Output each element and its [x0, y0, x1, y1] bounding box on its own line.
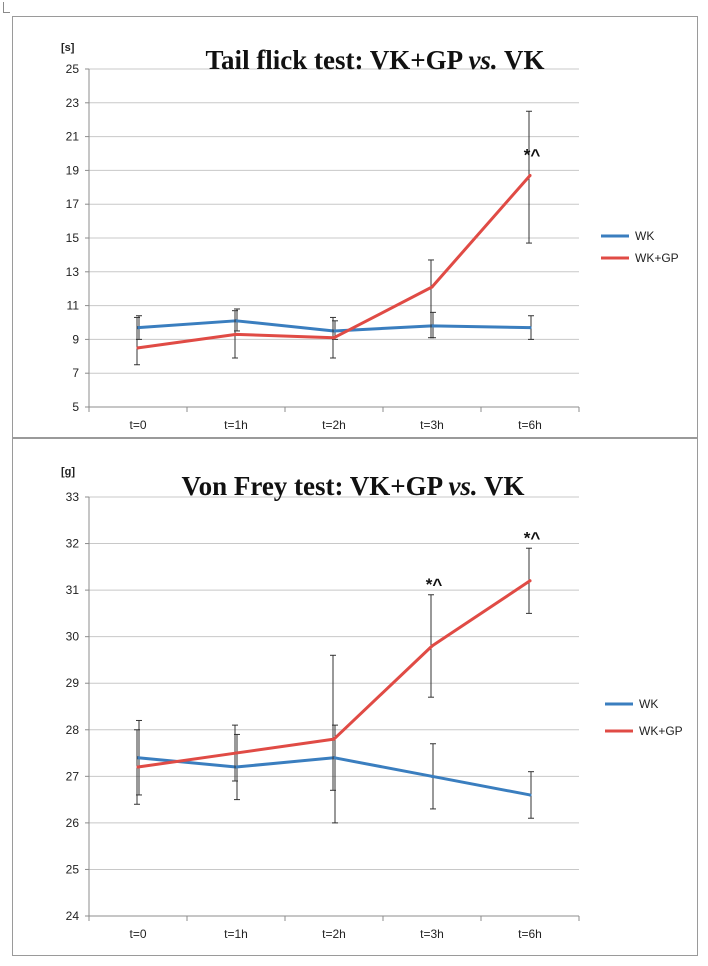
chart0-y-tick-label: 15 — [66, 231, 80, 245]
chart0-y-tick-label: 17 — [66, 197, 80, 211]
chart0-x-tick-label: t=6h — [518, 418, 542, 432]
chart1-y-tick-label: 27 — [66, 769, 80, 783]
chart1-significance-annotation: *^ — [426, 575, 443, 594]
chart1-series-wk-point — [430, 774, 434, 778]
chart0-series-wk-gp-legend-label: WK+GP — [635, 251, 679, 265]
chart1-y-tick-label: 30 — [66, 630, 80, 644]
chart0-chart-title-italic: vs. — [468, 45, 497, 75]
chart1-series-wk-gp-point — [332, 737, 336, 741]
corner-crop-mark — [3, 2, 10, 13]
chart1-chart-title-italic: vs. — [448, 471, 477, 501]
chart1-x-tick-label: t=3h — [420, 927, 444, 941]
chart1-x-tick-label: t=2h — [322, 927, 346, 941]
chart1-chart-title-end: VK — [478, 471, 525, 501]
chart0-x-tick-label: t=0 — [129, 418, 146, 432]
chart1-series-wk-point — [528, 793, 532, 797]
chart0-y-tick-label: 23 — [66, 96, 80, 110]
chart0-unit-label: [s] — [61, 42, 75, 54]
chart1-y-tick-label: 25 — [66, 862, 80, 876]
chart0-series-wk-legend-label: WK — [635, 229, 654, 243]
chart1-y-tick-label: 31 — [66, 583, 80, 597]
chart0-chart-title-part: Tail flick test: VK+GP — [206, 45, 469, 75]
chart1-y-tick-label: 32 — [66, 537, 80, 551]
chart0-series-wk-gp-point — [234, 332, 238, 336]
chart1-x-tick-label: t=0 — [129, 927, 146, 941]
chart1-significance-annotation: *^ — [524, 529, 541, 548]
chart0-series-wk-gp-point — [430, 285, 434, 289]
chart0-series-wk-gp-point — [136, 346, 140, 350]
chart1-series-wk-legend-label: WK — [639, 697, 658, 711]
chart0-y-tick-label: 5 — [72, 400, 79, 414]
chart0-y-tick-label: 25 — [66, 62, 80, 76]
chart1-chart-title-part: Von Frey test: VK+GP — [182, 471, 449, 501]
chart1-series-wk-gp-point — [136, 765, 140, 769]
chart0-significance-annotation: *^ — [524, 145, 541, 164]
chart1-y-tick-label: 24 — [66, 909, 80, 923]
chart0-y-tick-label: 7 — [72, 366, 79, 380]
chart0-series-wk-point — [528, 326, 532, 330]
chart1-series-wk-gp-point — [430, 644, 434, 648]
chart0-chart-title-end: VK — [498, 45, 545, 75]
chart1-series-wk-gp-legend-label: WK+GP — [639, 724, 683, 738]
chart0-y-tick-label: 9 — [72, 332, 79, 346]
chart0-y-tick-label: 11 — [67, 299, 80, 313]
chart1-x-tick-label: t=1h — [224, 927, 248, 941]
chart1-x-tick-label: t=6h — [518, 927, 542, 941]
chart1-y-tick-label: 29 — [66, 676, 80, 690]
chart1-series-wk-gp-point — [528, 579, 532, 583]
chart1-y-tick-label: 33 — [66, 490, 80, 504]
tail-flick-chart: 5 7 9 11 13 15 17 19 21 23 25 t=0 t=1h t=2h t=3h t=6h [s… — [61, 42, 679, 432]
chart1-unit-label: [g] — [61, 466, 75, 478]
chart0-y-tick-label: 21 — [66, 130, 80, 144]
tail-flick-chart-panel: 5 7 9 11 13 15 17 19 21 23 25 t=0 t=1h t=2h t=3h t=6h [s… — [12, 16, 698, 438]
chart0-x-tick-label: t=3h — [420, 418, 444, 432]
chart1-series-wk-gp-point — [234, 751, 238, 755]
chart1-chart-title: Von Frey test: VK+GP vs. VK — [182, 471, 525, 501]
von-frey-chart: 24 25 26 27 28 29 30 31 32 33 t=0 t=1h t=2h t=3h t=6h [… — [61, 466, 683, 941]
chart0-series-wk-gp-point — [332, 336, 336, 340]
chart0-y-tick-label: 13 — [66, 265, 80, 279]
chart0-x-tick-label: t=1h — [224, 418, 248, 432]
chart0-series-wk-line — [136, 319, 532, 333]
chart1-y-tick-label: 28 — [66, 723, 80, 737]
chart0-x-tick-label: t=2h — [322, 418, 346, 432]
chart0-chart-title: Tail flick test: VK+GP vs. VK — [206, 45, 545, 75]
chart0-series-wk-gp-point — [528, 173, 532, 177]
chart0-series-wk-gp-line — [136, 173, 532, 350]
chart1-y-tick-label: 26 — [66, 816, 80, 830]
von-frey-chart-panel: 24 25 26 27 28 29 30 31 32 33 t=0 t=1h t=2h t=3h t=6h [… — [12, 438, 698, 956]
chart0-y-tick-label: 19 — [66, 163, 80, 177]
